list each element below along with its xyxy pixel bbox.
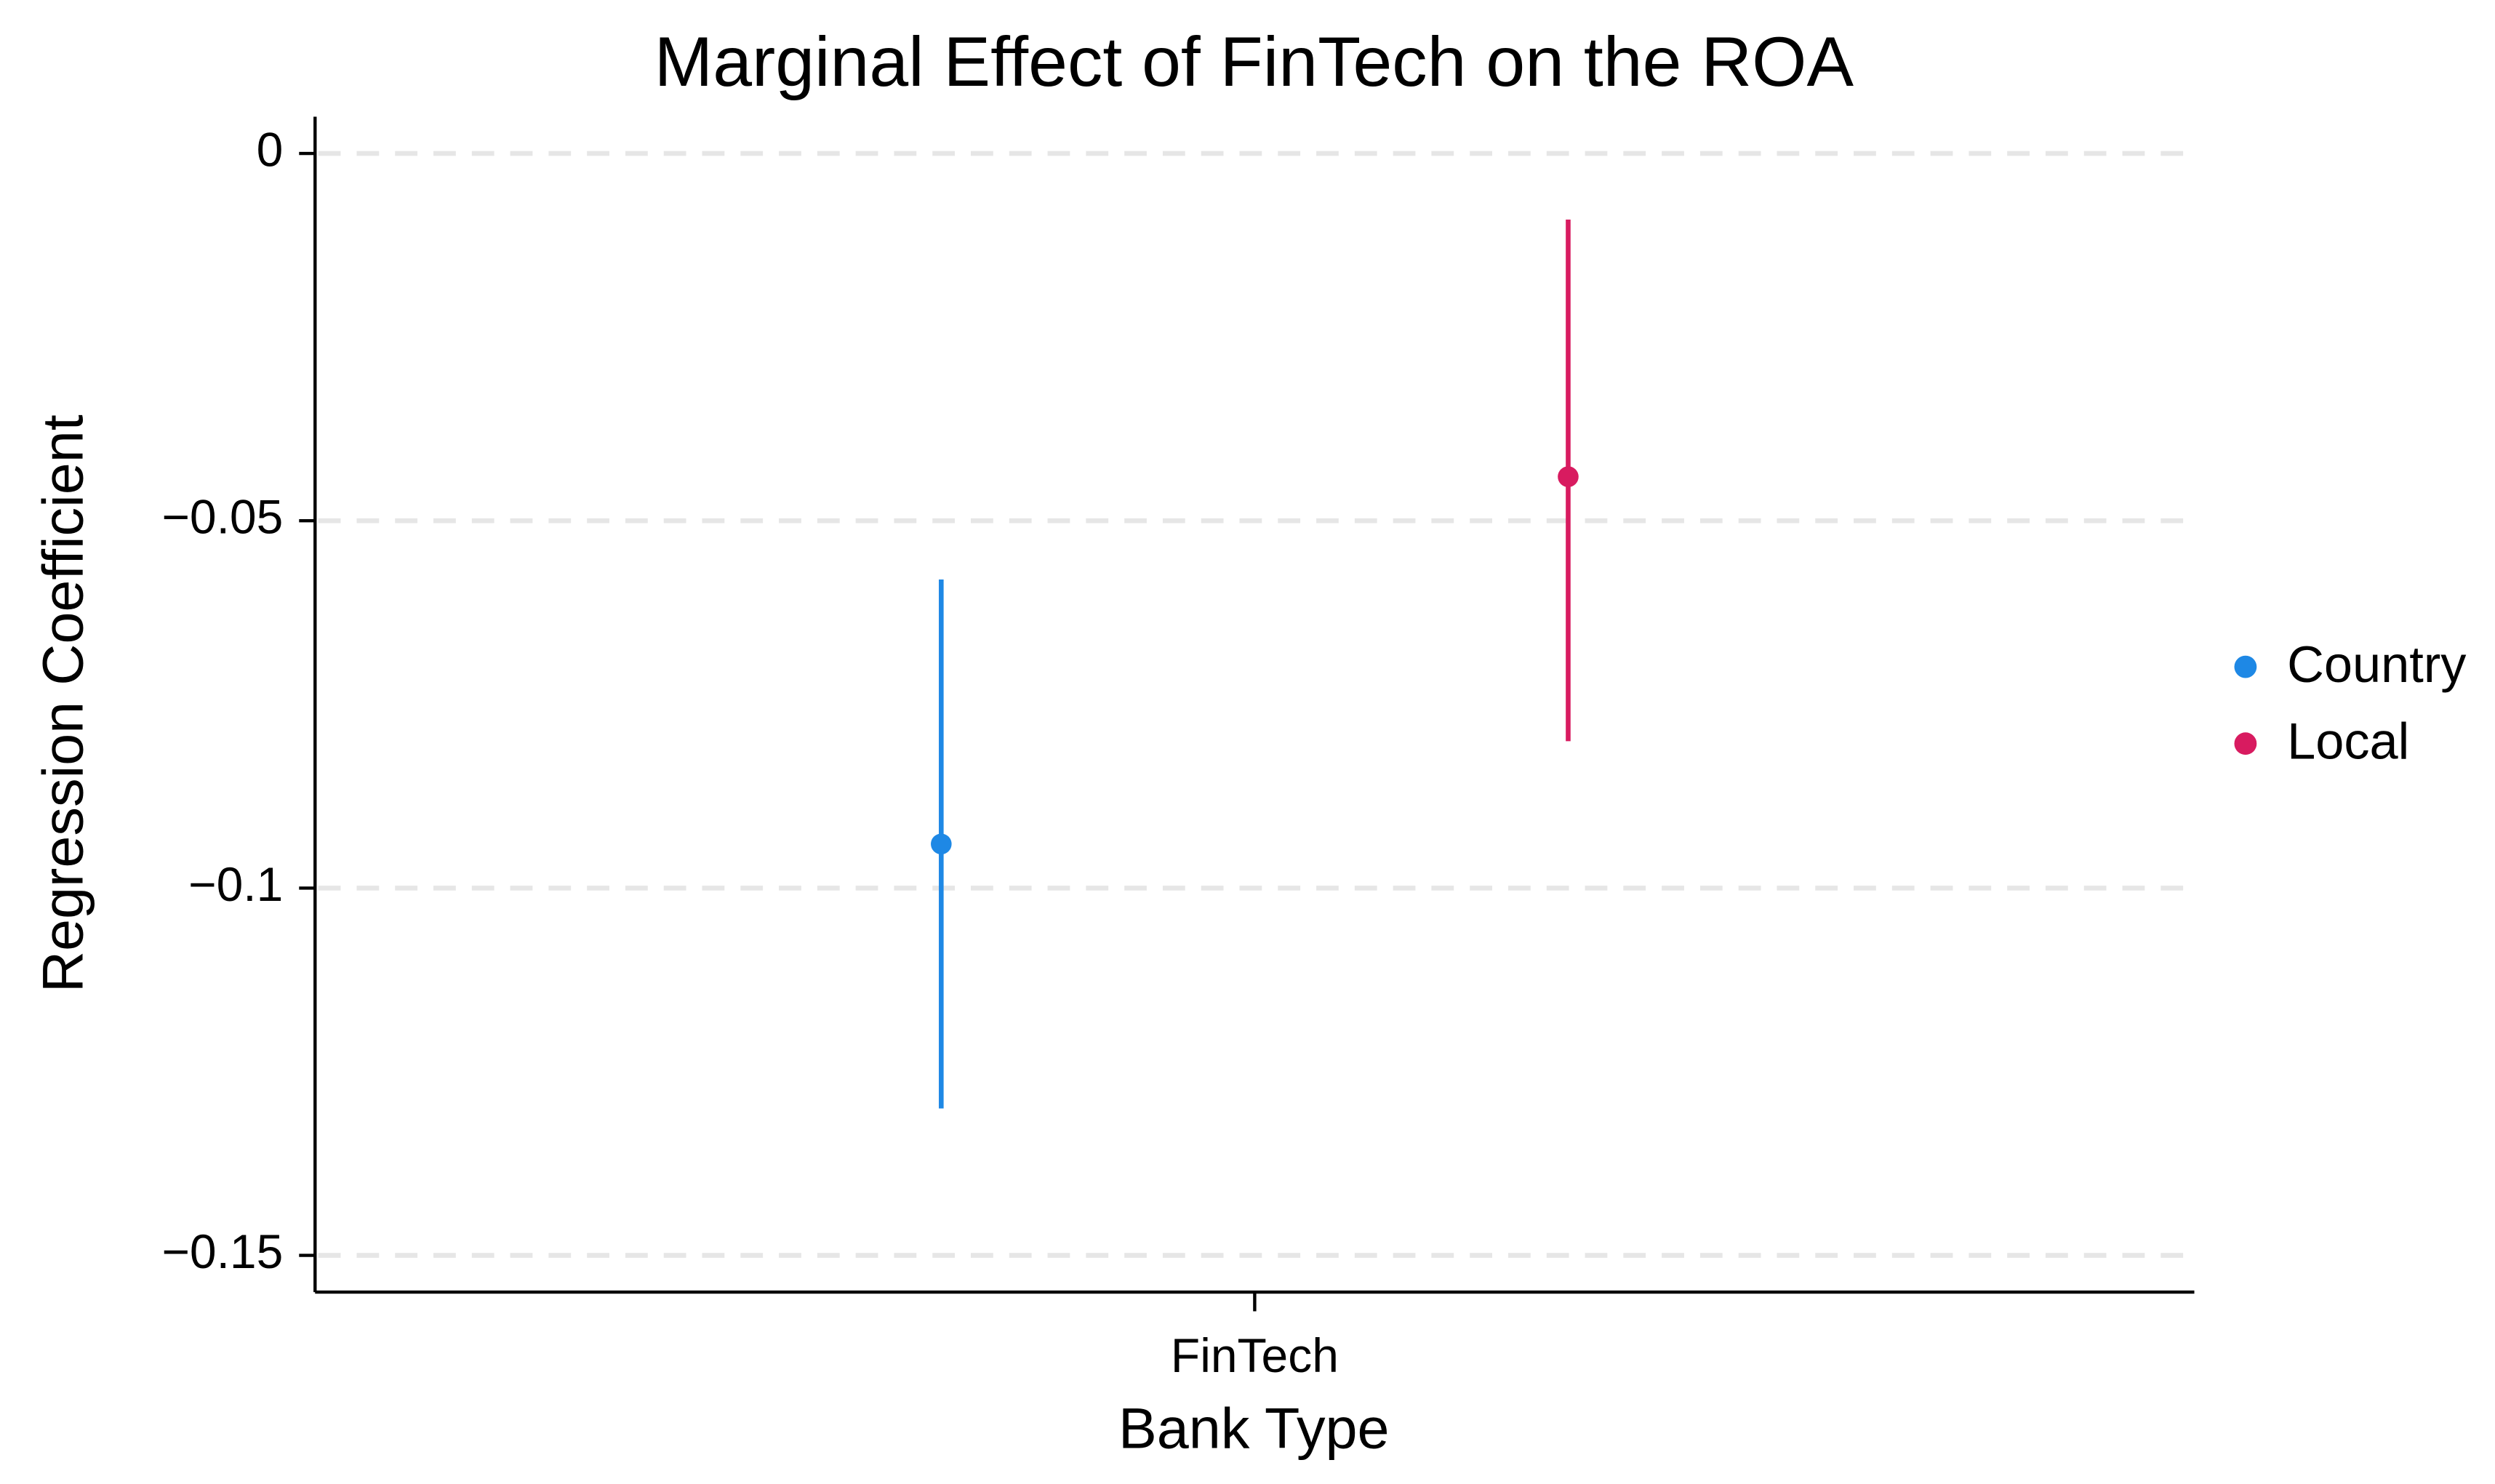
y-tick-label: 0: [257, 122, 284, 176]
legend-label: Local: [2287, 712, 2409, 769]
y-tick-label: −0.15: [161, 1224, 283, 1278]
x-axis-title: Bank Type: [1118, 1396, 1390, 1461]
legend-marker: [2234, 655, 2257, 678]
y-tick-label: −0.05: [161, 490, 283, 544]
chart-title: Marginal Effect of FinTech on the ROA: [654, 22, 1854, 101]
x-tick-label: FinTech: [1171, 1328, 1339, 1382]
legend-marker: [2234, 732, 2257, 755]
y-axis-title: Regression Coefficient: [30, 414, 95, 992]
legend-label: Country: [2287, 635, 2467, 693]
y-tick-label: −0.1: [188, 857, 283, 911]
point: [1558, 466, 1579, 487]
point: [931, 833, 952, 855]
